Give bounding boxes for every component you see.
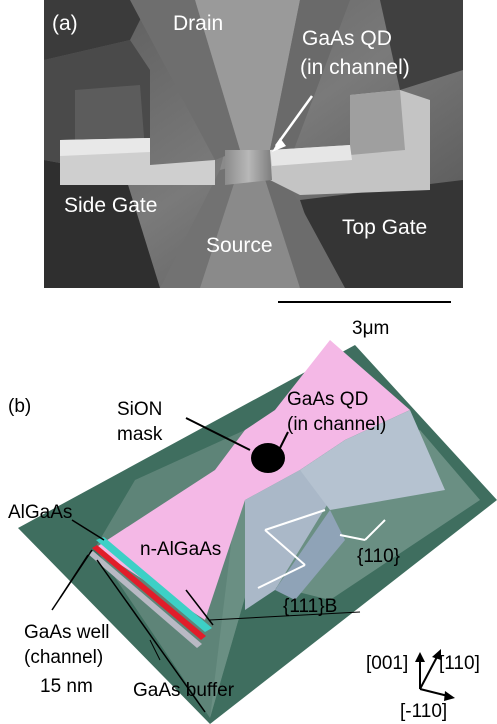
qd-b-label-line1: GaAs QD	[287, 389, 368, 410]
well-label-line3: 15 nm	[40, 676, 93, 697]
qd-label-line2: (in channel)	[300, 56, 410, 79]
well-label-line1: GaAs well	[24, 622, 110, 643]
qd-b-label-line2: (in channel)	[287, 414, 386, 435]
source-label: Source	[206, 234, 273, 257]
n-algaas-label: n-AlGaAs	[140, 539, 221, 560]
dir-110-label: [110]	[439, 653, 480, 674]
sion-label-line2: mask	[117, 424, 163, 445]
layer-well	[92, 545, 206, 640]
qd-label-line1: GaAs QD	[302, 27, 392, 50]
facet-110	[300, 410, 445, 510]
dir-001-label: [001]	[366, 653, 408, 674]
well-label-line2: (channel)	[24, 647, 103, 668]
buffer-label: GaAs buffer	[133, 680, 235, 701]
panel-b-tag: (b)	[8, 396, 31, 417]
layer-algaas	[96, 537, 212, 632]
layer-buffer	[88, 551, 202, 648]
sion-label-line1: SiON	[117, 399, 162, 420]
scale-bar-label: 3μm	[352, 318, 389, 339]
facet-110-label: {110}	[357, 546, 400, 567]
dir-m110-label: [-110]	[400, 701, 447, 722]
device-schematic	[18, 340, 497, 724]
crystal-axes	[415, 649, 455, 701]
sion-mask	[95, 340, 410, 620]
panel-a-tag: (a)	[52, 12, 78, 35]
facet-111b	[245, 470, 330, 610]
side-gate-label: Side Gate	[64, 194, 157, 217]
sem-micrograph	[44, 0, 463, 288]
algaas-label: AlGaAs	[8, 502, 72, 523]
facet-111b-label: {111}B	[283, 596, 337, 617]
quantum-dot	[251, 443, 285, 473]
top-gate-label: Top Gate	[342, 216, 427, 239]
drain-label: Drain	[173, 12, 223, 35]
